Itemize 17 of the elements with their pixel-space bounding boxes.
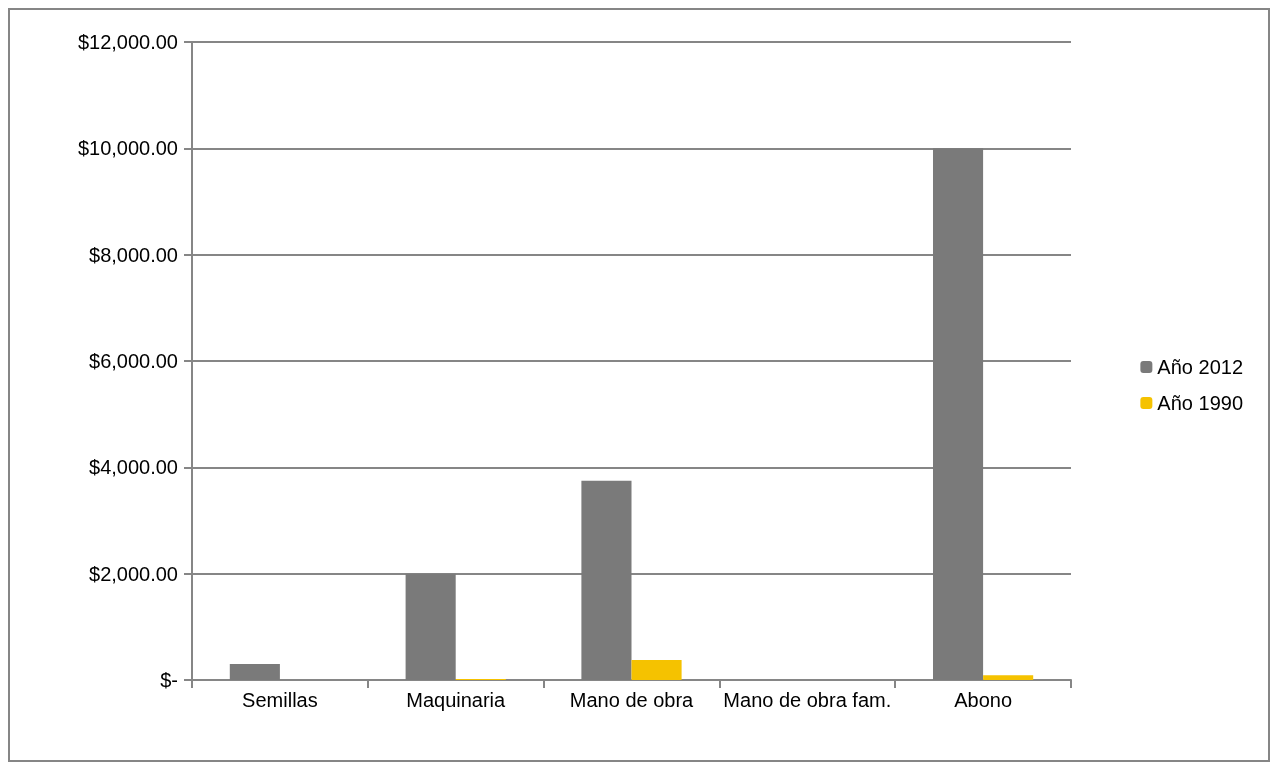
x-tick-label: Semillas [242, 689, 318, 711]
x-tick-label: Mano de obra [569, 689, 695, 711]
y-tick-label: $6,000.00 [89, 350, 178, 372]
bar [631, 660, 682, 680]
x-tick-label: Abono [954, 689, 1013, 711]
x-tick-label: Mano de obra fam. [723, 689, 892, 711]
y-tick-label: $2,000.00 [89, 562, 178, 585]
y-tick-label: $10,000.00 [77, 137, 178, 160]
y-tick-label: $- [160, 669, 178, 691]
y-tick-label: $12,000.00 [77, 31, 178, 53]
bar [229, 664, 280, 680]
x-tick-label: Maquinaria [406, 689, 507, 711]
legend-label: Año 1990 [1157, 392, 1244, 414]
bar [983, 675, 1034, 680]
legend-label: Año 2012 [1157, 356, 1244, 378]
y-tick-label: $8,000.00 [89, 243, 178, 266]
y-tick-label: $4,000.00 [89, 456, 178, 479]
